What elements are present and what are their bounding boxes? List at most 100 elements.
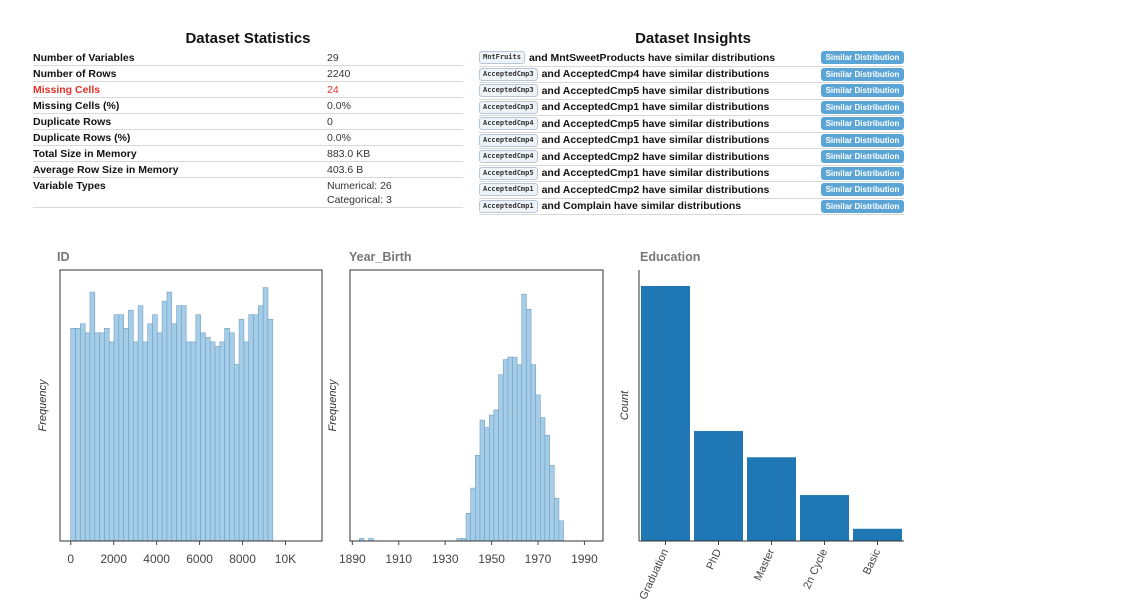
histogram-bar — [137, 305, 144, 542]
stat-row: Missing Cells (%) 0.0% — [33, 98, 463, 114]
histogram-bar — [118, 314, 124, 542]
insight-badge: Similar Distribution — [821, 100, 904, 114]
histogram-bar — [507, 356, 513, 542]
x-tick-label: 8000 — [229, 552, 256, 566]
stat-label: Number of Rows — [33, 68, 117, 80]
histogram-bar — [113, 314, 120, 542]
chart-title-id: ID — [57, 250, 70, 264]
stat-value: 0.0% — [327, 100, 351, 112]
insight-row: AcceptedCmp4 and AcceptedCmp5 have simila… — [479, 116, 904, 133]
histogram-bar — [544, 434, 550, 542]
histogram-bar — [190, 341, 197, 542]
histogram-bar — [553, 497, 560, 542]
stat-value: 0.0% — [327, 132, 351, 144]
histogram-bar — [243, 341, 250, 542]
insight-text: and AcceptedCmp4 have similar distributi… — [541, 68, 770, 81]
insight-text: and AcceptedCmp1 have similar distributi… — [541, 101, 770, 114]
histogram-bar — [84, 332, 91, 542]
histogram-bar — [70, 328, 76, 542]
year-birth-histogram: Frequency 1890 1910 1930 1950 1970 1990 — [327, 269, 604, 566]
histogram-bar — [209, 341, 216, 542]
insight-badge: Similar Distribution — [821, 84, 904, 98]
stat-row: Average Row Size in Memory 403.6 B — [33, 162, 463, 178]
insight-text: and MntSweetProducts have similar distri… — [528, 51, 776, 64]
bar — [641, 285, 690, 541]
histogram-bar — [80, 323, 86, 542]
histogram-bar — [233, 364, 240, 542]
x-tick-label: 1950 — [478, 552, 505, 566]
y-axis-label: Count — [619, 390, 631, 420]
histogram-bar — [132, 341, 139, 542]
insight-variable-tag: AcceptedCmp4 — [479, 117, 538, 131]
histogram-bar — [488, 414, 495, 542]
insight-variable-tag: AcceptedCmp3 — [479, 84, 538, 98]
x-tick-label: 1910 — [385, 552, 412, 566]
histogram-bar — [258, 305, 264, 542]
histogram-bar — [108, 341, 115, 542]
insight-variable-tag: AcceptedCmp4 — [479, 133, 538, 147]
histogram-bar — [94, 332, 100, 542]
insight-text: and AcceptedCmp5 have similar distributi… — [541, 84, 770, 97]
histogram-bar — [161, 300, 168, 542]
insight-variable-tag: MntFruits — [479, 51, 525, 65]
stat-label: Missing Cells — [33, 84, 101, 96]
education-bar-chart: Count Graduation PhD Master 2n Cycle Basic — [619, 270, 904, 602]
histogram-bar — [171, 323, 177, 542]
stats-title: Dataset Statistics — [185, 30, 311, 47]
x-tick-label: 6000 — [186, 552, 213, 566]
insights-list: MntFruits and MntSweetProducts have simil… — [479, 50, 904, 215]
histogram-bar — [516, 364, 523, 542]
insight-row: AcceptedCmp5 and AcceptedCmp1 have simila… — [479, 166, 904, 182]
x-tick-label: 4000 — [143, 552, 170, 566]
stat-value: 29 — [327, 52, 339, 64]
insight-badge: Similar Distribution — [821, 183, 904, 197]
histogram-bar — [558, 520, 564, 542]
insight-variable-tag: AcceptedCmp3 — [479, 100, 538, 114]
histogram-bar — [540, 417, 546, 542]
insight-variable-tag: AcceptedCmp5 — [479, 166, 538, 180]
histogram-bar — [147, 323, 153, 542]
bar — [800, 495, 849, 541]
histogram-bar — [166, 291, 173, 542]
histogram-bar — [262, 287, 269, 542]
id-histogram: Frequency 0 2000 4000 6000 8000 10K — [37, 269, 323, 566]
insight-row: AcceptedCmp1 and Complain have similar di… — [479, 199, 904, 215]
stat-label: Number of Variables — [33, 52, 135, 64]
stat-value: 883.0 KB — [327, 148, 371, 160]
stat-value: 24 — [327, 84, 339, 96]
histogram-bar — [521, 293, 527, 542]
insight-text: and AcceptedCmp1 have similar distributi… — [541, 167, 770, 180]
histogram-bar — [484, 427, 490, 542]
stat-row: Total Size in Memory 883.0 KB — [33, 146, 463, 162]
insight-badge: Similar Distribution — [821, 199, 904, 213]
insight-text: and AcceptedCmp5 have similar distributi… — [541, 117, 770, 130]
histogram-bar — [142, 341, 149, 542]
statistics-table: Number of Variables 29 Number of Rows 2240 M… — [33, 50, 463, 208]
insight-text: and Complain have similar distributions — [541, 200, 742, 213]
histogram-bar — [157, 332, 163, 542]
stat-value: 2240 — [327, 68, 351, 80]
stat-row: Duplicate Rows 0 — [33, 114, 463, 130]
histogram-bar — [248, 314, 254, 542]
stat-row: Missing Cells 24 — [33, 82, 463, 98]
histogram-bar — [104, 328, 110, 542]
bar — [853, 528, 902, 541]
histogram-bar — [99, 332, 105, 542]
stat-label: Duplicate Rows (%) — [33, 132, 131, 144]
insight-variable-tag: AcceptedCmp4 — [479, 150, 538, 164]
insight-text: and AcceptedCmp1 have similar distributi… — [541, 134, 770, 147]
histogram-bar — [535, 394, 541, 542]
insight-variable-tag: AcceptedCmp3 — [479, 67, 538, 81]
histogram-bar — [253, 314, 259, 542]
x-tick-label: Basic — [861, 547, 883, 577]
insight-row: AcceptedCmp4 and AcceptedCmp2 have simila… — [479, 149, 904, 166]
insight-badge: Similar Distribution — [821, 51, 904, 65]
x-tick-label: Master — [752, 547, 777, 583]
histogram-bar — [267, 318, 274, 542]
chart-title-year-birth: Year_Birth — [349, 250, 412, 264]
stat-value: 403.6 B — [327, 164, 364, 176]
stat-label: Total Size in Memory — [33, 148, 137, 160]
stat-label: Duplicate Rows — [33, 116, 112, 128]
histogram-bar — [479, 419, 485, 542]
x-tick-label: 1930 — [432, 552, 459, 566]
